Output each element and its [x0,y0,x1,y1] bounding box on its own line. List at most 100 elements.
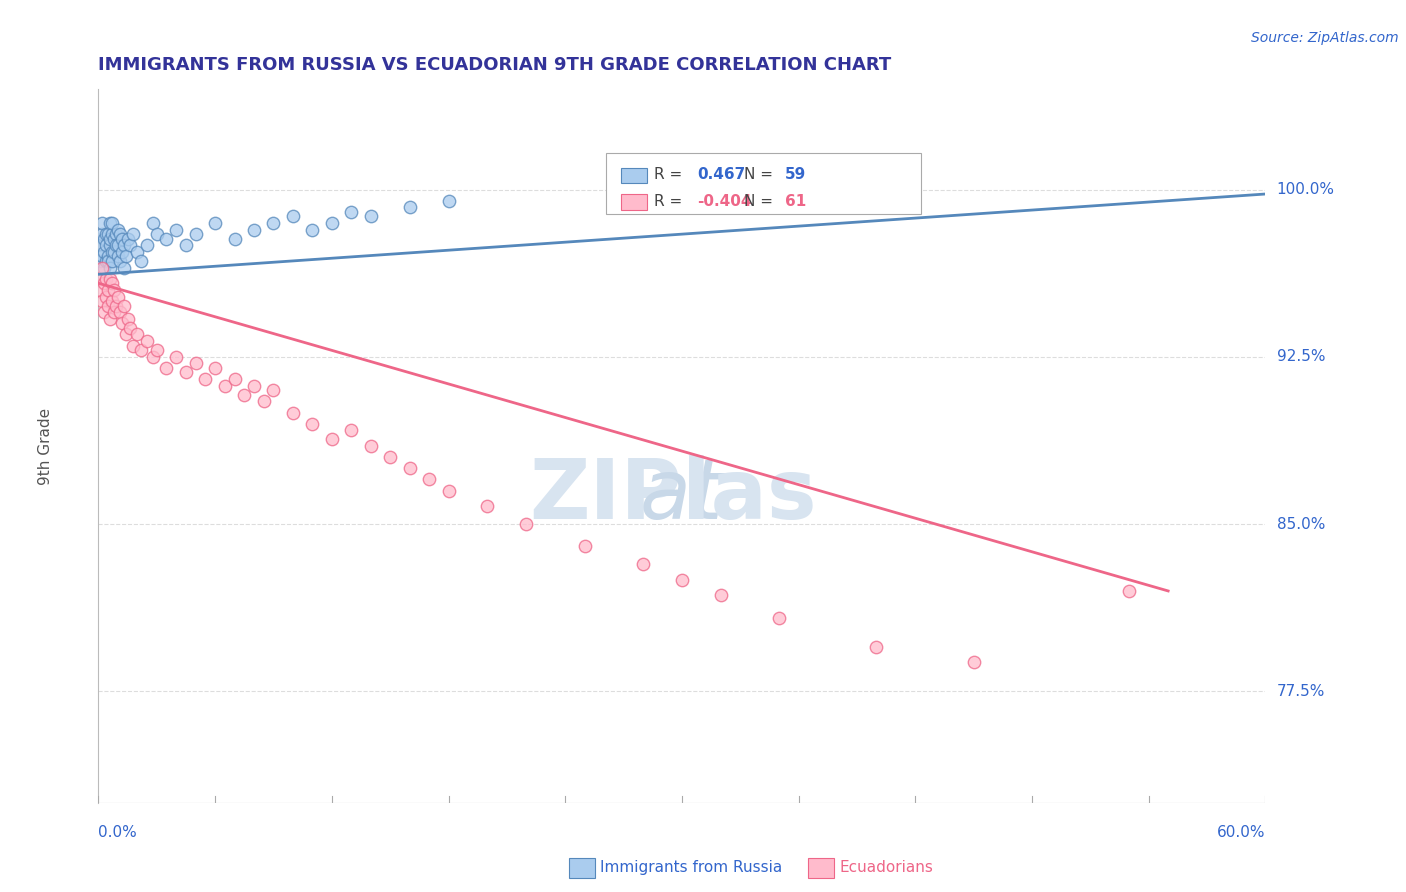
Point [768,611,790,625]
Point [360,210,382,224]
Point [104,298,127,313]
Point [437,194,460,208]
Point [101,216,124,230]
Text: IMMIGRANTS FROM RUSSIA VS ECUADORIAN 9TH GRADE CORRELATION CHART: IMMIGRANTS FROM RUSSIA VS ECUADORIAN 9TH… [98,56,891,74]
Point [127,327,149,342]
Text: ZIP: ZIP [530,456,682,536]
Text: R =: R = [654,194,682,209]
Point [165,222,187,236]
Point [340,205,363,219]
Point [103,231,125,245]
Point [89,272,111,286]
Point [112,298,135,313]
Text: N =: N = [744,167,773,182]
Point [398,461,420,475]
Point [437,483,460,498]
Point [165,350,187,364]
Point [398,201,420,215]
Point [360,439,382,453]
Point [97,250,120,264]
Point [321,216,343,230]
Point [91,250,114,264]
Bar [621,168,647,183]
Text: Immigrants from Russia: Immigrants from Russia [600,860,783,874]
Point [155,231,177,245]
Point [129,254,152,268]
Point [174,238,197,252]
Point [98,216,121,230]
Point [418,473,440,487]
Point [340,423,363,437]
Point [108,305,131,319]
Text: 0.467: 0.467 [697,167,745,182]
Point [93,305,115,319]
Point [107,222,129,236]
Point [114,250,136,264]
Point [1118,584,1140,599]
Point [136,238,159,252]
Point [224,372,246,386]
Point [101,277,124,291]
Point [103,305,125,319]
Point [91,260,114,275]
Point [101,254,124,268]
Point [98,260,121,275]
Point [243,378,266,392]
Text: 9th Grade: 9th Grade [38,408,53,484]
Point [93,244,115,259]
Point [103,244,125,259]
Point [97,298,120,313]
Text: at: at [640,456,724,536]
Point [127,244,149,259]
Point [477,500,499,514]
Point [962,655,984,669]
Point [112,238,135,252]
Text: 59: 59 [785,167,806,182]
Point [91,216,114,230]
Point [224,231,246,245]
Point [865,640,887,654]
Point [122,227,145,241]
Text: 61: 61 [785,194,806,209]
Point [101,244,124,259]
Point [114,327,136,342]
Point [184,227,207,241]
Point [378,450,402,465]
Point [321,432,343,446]
Point [93,260,115,275]
Bar [621,194,647,210]
Text: Ecuadorians: Ecuadorians [839,860,934,874]
Text: N =: N = [744,194,773,209]
Point [101,227,124,241]
Point [89,283,111,297]
Point [107,289,129,303]
Point [98,231,121,245]
Point [204,361,226,376]
FancyBboxPatch shape [606,153,921,214]
Text: 77.5%: 77.5% [1277,684,1324,698]
Point [631,557,654,572]
Text: 60.0%: 60.0% [1218,825,1265,840]
Point [142,216,165,230]
Point [174,365,197,379]
Point [98,238,121,252]
Point [98,312,121,326]
Text: -0.404: -0.404 [697,194,752,209]
Point [281,405,304,419]
Point [515,517,537,532]
Point [107,250,129,264]
Point [91,227,114,241]
Point [262,216,284,230]
Point [117,231,139,245]
Point [97,283,120,297]
Text: 0.0%: 0.0% [98,825,138,840]
Point [103,283,125,297]
Point [97,227,120,241]
Point [243,222,266,236]
Point [233,387,256,401]
Point [104,227,127,241]
Point [262,384,284,398]
Point [204,216,226,230]
Point [301,417,323,431]
Point [142,350,165,364]
